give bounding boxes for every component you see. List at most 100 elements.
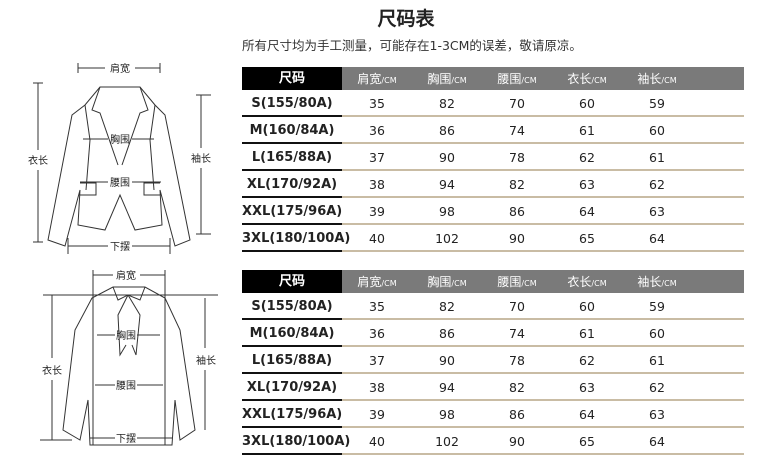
table-row: 3XL(180/100A) 40 102 90 65 64 bbox=[242, 428, 744, 455]
table-cell: 90 bbox=[439, 353, 455, 368]
table-row: S(155/80A) 35 82 70 60 59 bbox=[242, 90, 744, 117]
label-waist-2: 腰围 bbox=[116, 380, 136, 392]
table-cell: 38 bbox=[369, 177, 385, 192]
table-row: M(160/84A) 36 86 74 61 60 bbox=[242, 117, 744, 144]
header-cell: 衣长/CM bbox=[567, 275, 607, 289]
table-cell: 70 bbox=[509, 96, 525, 111]
header-cell: 袖长/CM bbox=[637, 275, 677, 289]
table-row: XXL(175/96A) 39 98 86 64 63 bbox=[242, 198, 744, 225]
header-cell: 肩宽/CM bbox=[357, 275, 397, 289]
size-cell: 3XL(180/100A) bbox=[242, 231, 351, 246]
size-cell: S(155/80A) bbox=[251, 96, 333, 111]
size-cell: XXL(175/96A) bbox=[242, 407, 343, 422]
table-cell: 35 bbox=[369, 299, 385, 314]
header-cell: 胸围/CM bbox=[427, 275, 467, 289]
table-cell: 102 bbox=[435, 434, 459, 449]
table-cell: 60 bbox=[649, 123, 665, 138]
table-cell: 61 bbox=[649, 353, 665, 368]
table-cell: 59 bbox=[649, 96, 665, 111]
table-cell: 64 bbox=[579, 204, 595, 219]
size-cell: M(160/84A) bbox=[249, 123, 335, 138]
size-cell: M(160/84A) bbox=[249, 326, 335, 341]
table-cell: 63 bbox=[579, 177, 595, 192]
table-row: 3XL(180/100A) 40 102 90 65 64 bbox=[242, 225, 744, 252]
size-cell: L(165/88A) bbox=[251, 353, 333, 368]
table-cell: 62 bbox=[579, 353, 595, 368]
table-cell: 60 bbox=[579, 96, 595, 111]
table-cell: 60 bbox=[579, 299, 595, 314]
table-cell: 63 bbox=[579, 380, 595, 395]
table-row: L(165/88A) 37 90 78 62 61 bbox=[242, 347, 744, 374]
header-cell: 腰围/CM bbox=[497, 72, 537, 86]
label-sleeve: 袖长 bbox=[191, 152, 211, 165]
header-cell: 衣长/CM bbox=[567, 72, 607, 86]
table-cell: 70 bbox=[509, 299, 525, 314]
table-header: 尺码 肩宽/CM 胸围/CM 腰围/CM 衣长/CM 袖长/CM bbox=[242, 270, 744, 293]
table-cell: 39 bbox=[369, 407, 385, 422]
table-cell: 60 bbox=[649, 326, 665, 341]
table-cell: 37 bbox=[369, 353, 385, 368]
table-cell: 63 bbox=[649, 407, 665, 422]
header-size: 尺码 bbox=[242, 270, 342, 293]
label-length: 衣长 bbox=[28, 154, 48, 167]
table-cell: 74 bbox=[509, 123, 525, 138]
size-cell: XL(170/92A) bbox=[246, 380, 338, 395]
table-cell: 82 bbox=[439, 299, 455, 314]
header-cell: 腰围/CM bbox=[497, 275, 537, 289]
table-cell: 102 bbox=[435, 231, 459, 246]
size-table-jacket: 尺码 肩宽/CM 胸围/CM 腰围/CM 衣长/CM 袖长/CM S(155/80A) 35 8… bbox=[242, 67, 744, 252]
page-title: 尺码表 bbox=[377, 8, 435, 30]
header-cell: 袖长/CM bbox=[637, 72, 677, 86]
table-cell: 82 bbox=[509, 380, 525, 395]
label-hem-2: 下摆 bbox=[116, 432, 136, 445]
table-row: M(160/84A) 36 86 74 61 60 bbox=[242, 320, 744, 347]
table-cell: 65 bbox=[579, 434, 595, 449]
table-cell: 36 bbox=[369, 123, 385, 138]
label-chest-2: 胸围 bbox=[116, 329, 136, 342]
table-cell: 90 bbox=[509, 434, 525, 449]
table-cell: 62 bbox=[649, 177, 665, 192]
table-cell: 98 bbox=[439, 407, 455, 422]
table-cell: 86 bbox=[509, 407, 525, 422]
measurement-note: 所有尺寸均为手工测量，可能存在1-3CM的误差，敬请原凉。 bbox=[242, 38, 582, 53]
table-cell: 86 bbox=[439, 326, 455, 341]
header-cell: 胸围/CM bbox=[427, 72, 467, 86]
table-cell: 61 bbox=[649, 150, 665, 165]
table-cell: 62 bbox=[649, 380, 665, 395]
table-cell: 82 bbox=[509, 177, 525, 192]
table-cell: 36 bbox=[369, 326, 385, 341]
table-cell: 98 bbox=[439, 204, 455, 219]
label-sleeve-2: 袖长 bbox=[196, 354, 216, 367]
header-size: 尺码 bbox=[242, 67, 342, 90]
table-cell: 40 bbox=[369, 231, 385, 246]
table-cell: 78 bbox=[509, 150, 525, 165]
size-cell: L(165/88A) bbox=[251, 150, 333, 165]
table-cell: 78 bbox=[509, 353, 525, 368]
table-cell: 94 bbox=[439, 177, 455, 192]
table-cell: 63 bbox=[649, 204, 665, 219]
table-cell: 90 bbox=[509, 231, 525, 246]
table-cell: 86 bbox=[439, 123, 455, 138]
blouse-diagram: 肩宽 胸围 腰围 下摆 衣长 袖长 bbox=[40, 269, 218, 446]
table-cell: 35 bbox=[369, 96, 385, 111]
table-cell: 82 bbox=[439, 96, 455, 111]
size-table-blouse: 尺码 肩宽/CM 胸围/CM 腰围/CM 衣长/CM 袖长/CM S(155/80A) 35 8… bbox=[242, 270, 744, 455]
label-hem: 下摆 bbox=[110, 240, 130, 253]
table-cell: 94 bbox=[439, 380, 455, 395]
table-cell: 62 bbox=[579, 150, 595, 165]
table-cell: 74 bbox=[509, 326, 525, 341]
table-cell: 64 bbox=[649, 231, 665, 246]
table-cell: 39 bbox=[369, 204, 385, 219]
table-cell: 61 bbox=[579, 326, 595, 341]
table-row: XL(170/92A) 38 94 82 63 62 bbox=[242, 374, 744, 401]
table-cell: 65 bbox=[579, 231, 595, 246]
table-row: XL(170/92A) 38 94 82 63 62 bbox=[242, 171, 744, 198]
table-cell: 38 bbox=[369, 380, 385, 395]
header-cell: 肩宽/CM bbox=[357, 72, 397, 86]
jacket-diagram: 肩宽 胸围 腰围 下摆 衣长 袖长 bbox=[28, 62, 211, 254]
size-cell: XXL(175/96A) bbox=[242, 204, 343, 219]
table-cell: 64 bbox=[579, 407, 595, 422]
table-row: L(165/88A) 37 90 78 62 61 bbox=[242, 144, 744, 171]
garment-diagrams: 肩宽 胸围 腰围 下摆 衣长 袖长 肩宽 胸围 腰围 下摆 衣长 袖长 bbox=[28, 62, 218, 446]
label-length-2: 衣长 bbox=[42, 364, 62, 377]
